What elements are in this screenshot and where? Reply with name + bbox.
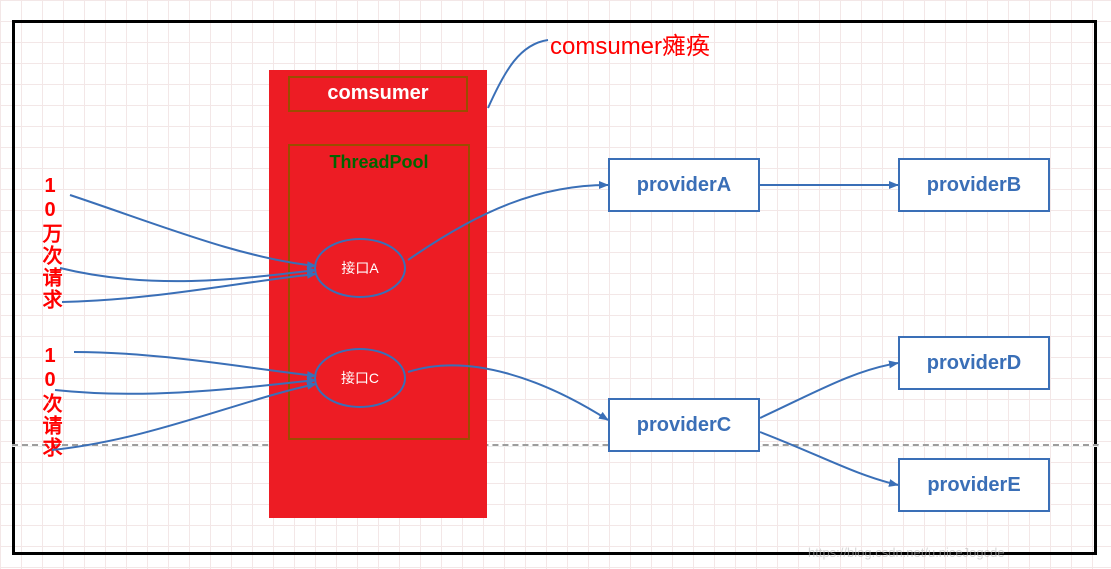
provider-a-box: providerA xyxy=(608,158,760,212)
provider-c-label: providerC xyxy=(637,414,731,437)
consumer-label: comsumer xyxy=(269,82,487,105)
provider-e-box: providerE xyxy=(898,458,1050,512)
provider-b-label: providerB xyxy=(927,174,1021,197)
requests-top-label: 10万次请求 xyxy=(36,175,65,311)
interface-c-oval: 接口C xyxy=(314,348,406,408)
interface-c-text: 接口C xyxy=(341,368,379,388)
interface-a-oval: 接口A xyxy=(314,238,406,298)
interface-a-text: 接口A xyxy=(341,258,378,278)
provider-e-label: providerE xyxy=(927,474,1020,497)
consumer-paralyzed-callout: comsumer瘫痪 xyxy=(550,26,710,61)
threadpool-label: ThreadPool xyxy=(288,152,470,173)
diagram-canvas: comsumer ThreadPool 接口A 接口C 10万次请求 10次请求… xyxy=(0,0,1111,569)
provider-a-label: providerA xyxy=(637,174,731,197)
provider-b-box: providerB xyxy=(898,158,1050,212)
provider-d-box: providerD xyxy=(898,336,1050,390)
requests-bottom-label: 10次请求 xyxy=(36,345,65,459)
watermark-text: https://blog.csdn.net/u.niceJogcde xyxy=(808,545,1005,560)
provider-c-box: providerC xyxy=(608,398,760,452)
provider-d-label: providerD xyxy=(927,352,1021,375)
dashed-divider xyxy=(12,444,1099,447)
